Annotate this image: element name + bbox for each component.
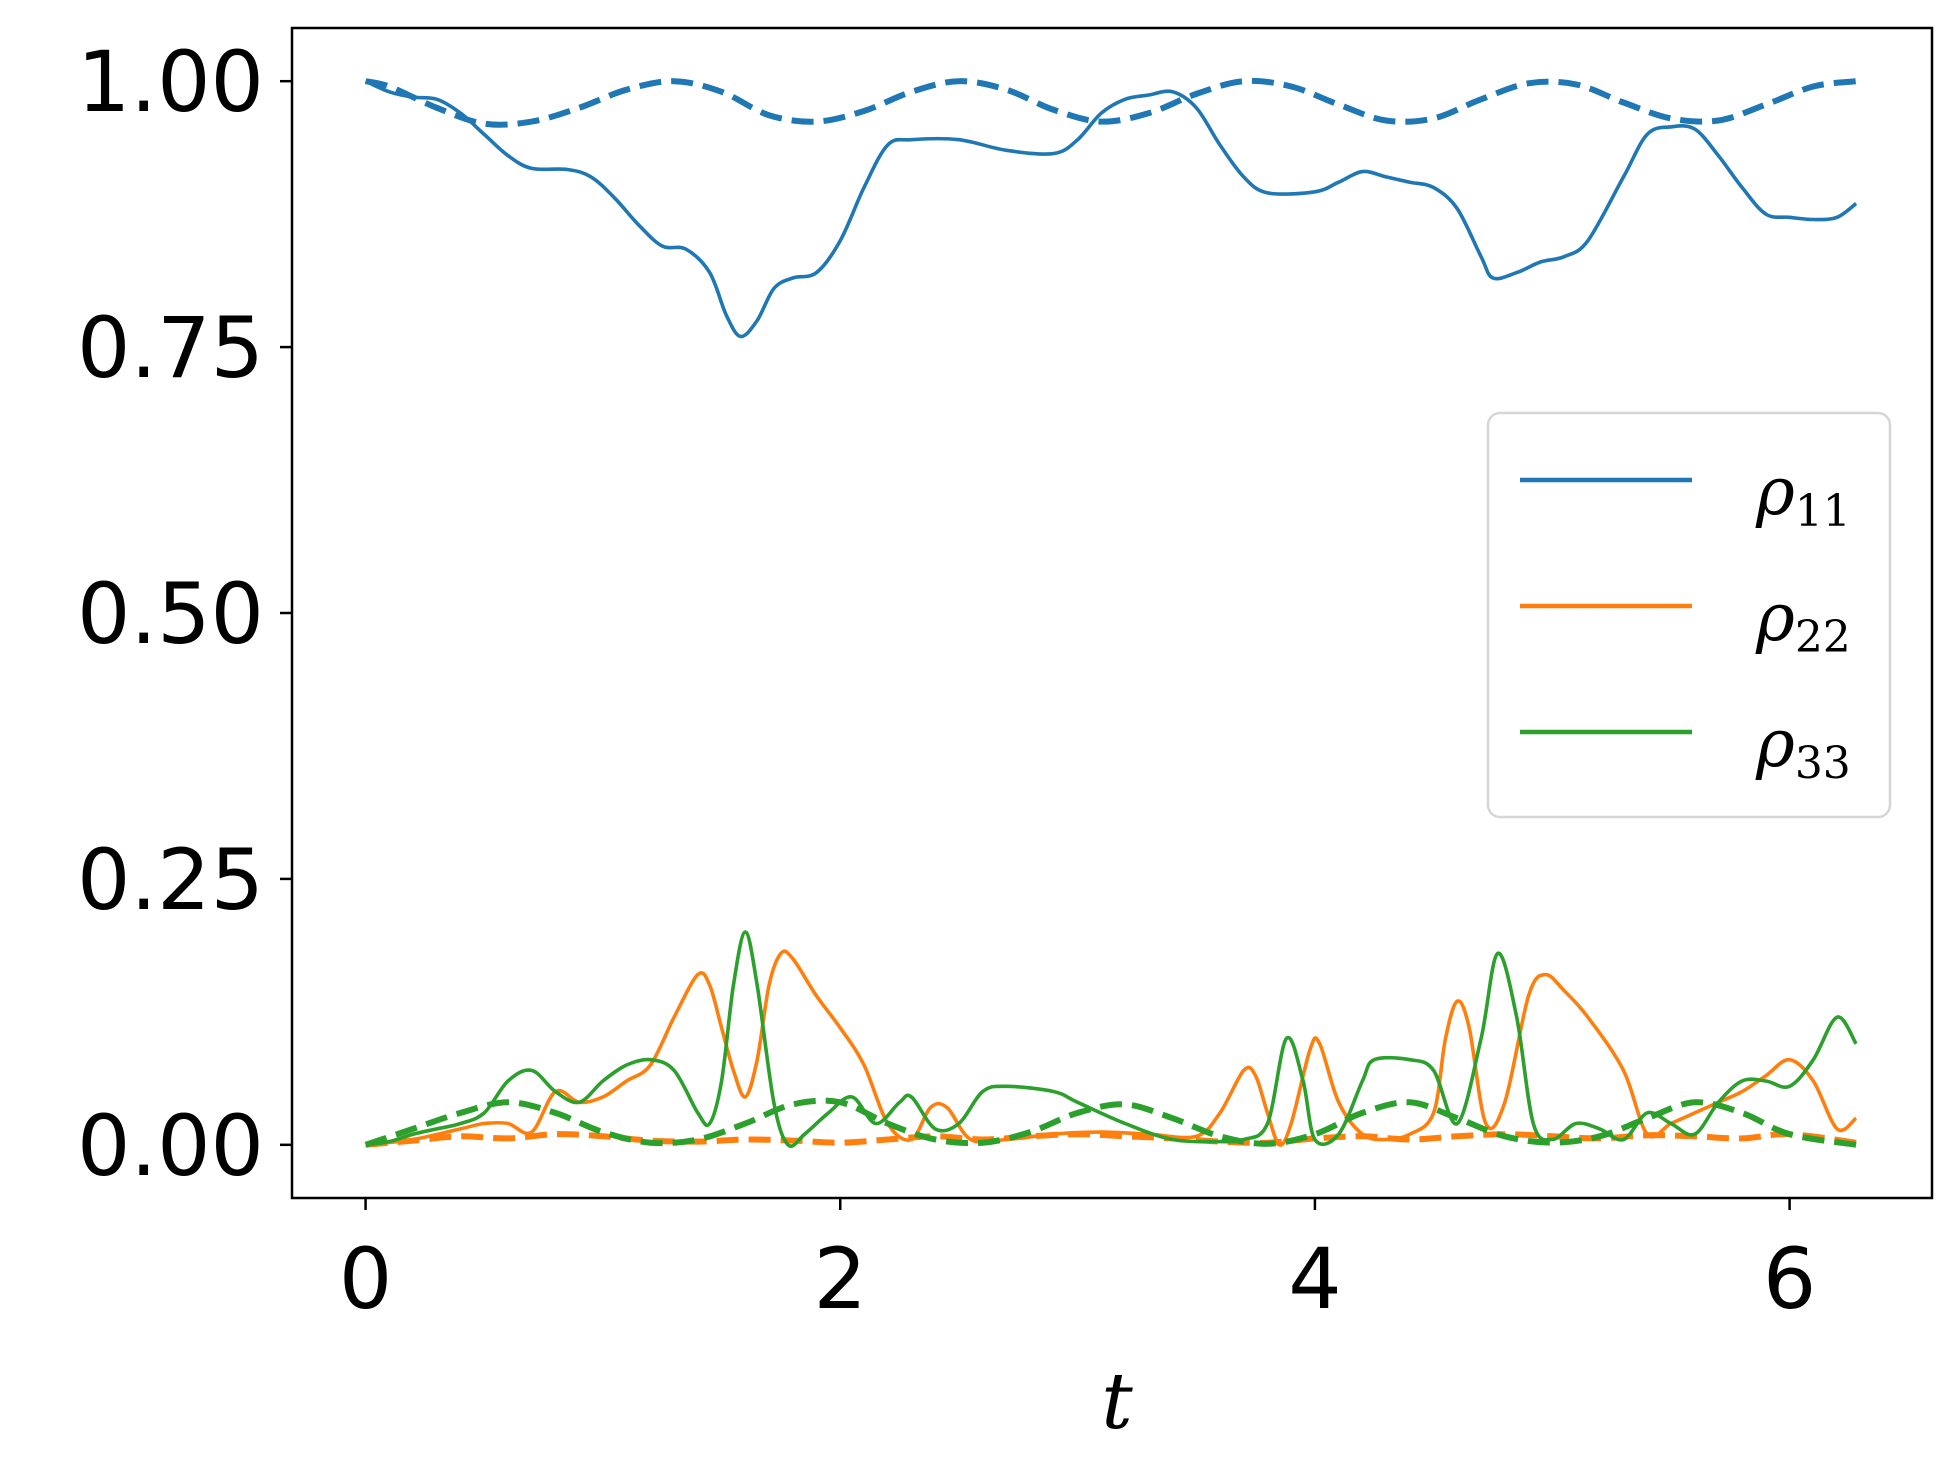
legend-frame (1486, 411, 1892, 819)
y-tick-label: 1.00 (77, 33, 264, 131)
legend: ρ11 ρ22 ρ33 (1486, 411, 1892, 819)
legend-label: ρ33 (1755, 705, 1851, 789)
series-line-rho33-solid (365, 930, 1858, 1148)
y-axis-ticks: 0.00 0.25 0.50 0.75 1.00 (77, 33, 292, 1195)
y-tick-label: 0.25 (77, 831, 264, 929)
series-line-rho11-solid (364, 79, 1858, 339)
series-line-rho11-dashed (364, 77, 1857, 128)
x-tick-label: 0 (339, 1230, 392, 1328)
x-tick-label: 6 (1763, 1230, 1816, 1328)
y-tick-label: 0.50 (77, 565, 264, 663)
x-axis-label: t (1101, 1357, 1133, 1447)
legend-label: ρ11 (1755, 453, 1851, 537)
x-tick-label: 2 (814, 1230, 867, 1328)
series-layer (364, 77, 1858, 1148)
series-line-rho33-dashed (364, 1097, 1857, 1148)
y-tick-label: 0.00 (77, 1097, 264, 1195)
y-tick-label: 0.75 (77, 299, 264, 397)
x-axis-ticks: 0 2 4 6 (339, 1198, 1816, 1328)
x-tick-label: 4 (1288, 1230, 1341, 1328)
legend-label: ρ22 (1755, 579, 1851, 663)
